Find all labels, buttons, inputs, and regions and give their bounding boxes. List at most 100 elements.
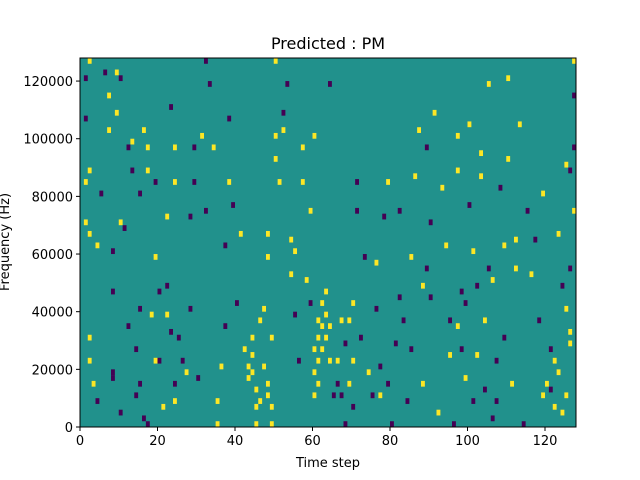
heatmap-cell (312, 369, 317, 376)
heatmap-cell (235, 300, 239, 306)
heatmap-cell (153, 254, 158, 260)
heatmap-cell (506, 156, 511, 162)
x-tick-label: 0 (76, 434, 84, 449)
heatmap-cell (467, 202, 472, 208)
heatmap-cell (483, 317, 487, 324)
heatmap-cell (169, 328, 174, 335)
heatmap-cell (343, 340, 348, 347)
heatmap-cell (87, 334, 92, 341)
heatmap-cell (486, 265, 491, 272)
heatmap-cell (231, 202, 236, 208)
heatmap-cell (421, 282, 425, 289)
heatmap-cell (293, 248, 298, 255)
heatmap-cell (111, 369, 115, 376)
heatmap-cell (192, 179, 197, 185)
heatmap-cell (262, 363, 267, 370)
heatmap-cell (548, 386, 553, 393)
y-tick-label: 40000 (32, 306, 73, 321)
heatmap-cell (475, 352, 480, 358)
x-tick-label: 40 (227, 434, 244, 449)
heatmap-cell (173, 380, 177, 387)
heatmap-cell (424, 144, 429, 151)
heatmap-cell (297, 357, 301, 364)
heatmap-cell (223, 323, 228, 329)
heatmap-cell (269, 403, 274, 410)
heatmap-cell (428, 219, 433, 226)
heatmap-cell (556, 369, 561, 376)
heatmap-cell (138, 380, 143, 387)
heatmap-cell (308, 300, 313, 306)
heatmap-cell (200, 132, 205, 139)
heatmap-cell (386, 380, 391, 387)
heatmap-cell (529, 271, 534, 278)
heatmap-cell (471, 398, 476, 404)
heatmap-cell (351, 403, 356, 410)
heatmap-cell (568, 328, 573, 335)
heatmap-cell (455, 167, 460, 174)
heatmap-cell (568, 265, 573, 272)
heatmap-cell (204, 58, 208, 64)
heatmap-cell (254, 421, 259, 427)
heatmap-cell (289, 236, 294, 243)
heatmap-cell (421, 380, 425, 387)
heatmap-cell (541, 190, 546, 197)
x-tick-label: 20 (149, 434, 166, 449)
heatmap-cell (215, 421, 220, 427)
heatmap-cell (564, 392, 569, 399)
heatmap-cell (126, 323, 131, 329)
heatmap-cell (204, 207, 208, 214)
heatmap-cell (246, 375, 251, 381)
heatmap-cell (510, 380, 515, 387)
heatmap-cell (463, 300, 468, 306)
heatmap-cell (122, 225, 127, 231)
heatmap-cell (378, 392, 383, 399)
y-axis: 0 20000 40000 60000 80000 100000 120000 (23, 75, 80, 436)
x-tick-label: 120 (533, 434, 558, 449)
heatmap-cell (556, 230, 561, 237)
heatmap-cell (91, 380, 96, 387)
heatmap-cell (409, 346, 414, 353)
heatmap-cell (165, 311, 170, 318)
heatmap-cell (103, 69, 108, 76)
heatmap-cell (273, 58, 278, 64)
plot-background (80, 58, 576, 427)
heatmap-cell (424, 265, 429, 272)
y-tick-label: 120000 (23, 75, 73, 90)
heatmap-cell (223, 242, 228, 249)
heatmap-cell (273, 156, 278, 162)
heatmap-cell (397, 207, 402, 214)
heatmap-cell (428, 294, 433, 301)
heatmap-cell (560, 282, 565, 289)
heatmap-cell (173, 179, 177, 185)
heatmap-cell (448, 317, 453, 324)
heatmap-cell (173, 144, 177, 151)
heatmap-cell (207, 81, 212, 87)
heatmap-cell (316, 380, 321, 387)
heatmap-cell (262, 305, 267, 312)
heatmap-cell (273, 132, 278, 139)
heatmap-cell (238, 230, 243, 237)
heatmap-cell (545, 380, 549, 387)
heatmap-cell (289, 271, 294, 278)
heatmap-cell (506, 75, 511, 82)
heatmap-cell (126, 144, 131, 151)
heatmap-cell (339, 392, 344, 399)
heatmap-cell (107, 92, 112, 99)
heatmap-cell (351, 357, 356, 364)
x-tick-label: 100 (455, 434, 480, 449)
heatmap-cell (335, 357, 340, 364)
heatmap-cell (386, 179, 391, 185)
heatmap-cell (401, 317, 406, 324)
heatmap-cell (250, 369, 255, 376)
heatmap-cell (142, 127, 146, 133)
heatmap-cell (312, 132, 317, 139)
x-tick-label: 60 (304, 434, 321, 449)
heatmap-cell (157, 288, 162, 295)
heatmap-cell (572, 58, 577, 64)
heatmap-cell (192, 144, 197, 151)
heatmap-cell (266, 380, 270, 387)
heatmap-cell (351, 300, 356, 306)
heatmap-cell (277, 179, 282, 185)
heatmap-cell (537, 317, 542, 324)
heatmap-cell (413, 173, 418, 180)
